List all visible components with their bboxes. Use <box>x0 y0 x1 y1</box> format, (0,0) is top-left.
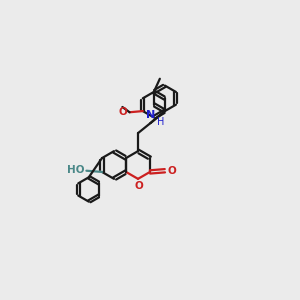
Text: O: O <box>168 166 177 176</box>
Text: N: N <box>146 110 155 120</box>
Text: O: O <box>134 181 143 191</box>
Text: HO: HO <box>67 165 84 175</box>
Text: H: H <box>157 117 164 127</box>
Text: O: O <box>119 107 128 117</box>
